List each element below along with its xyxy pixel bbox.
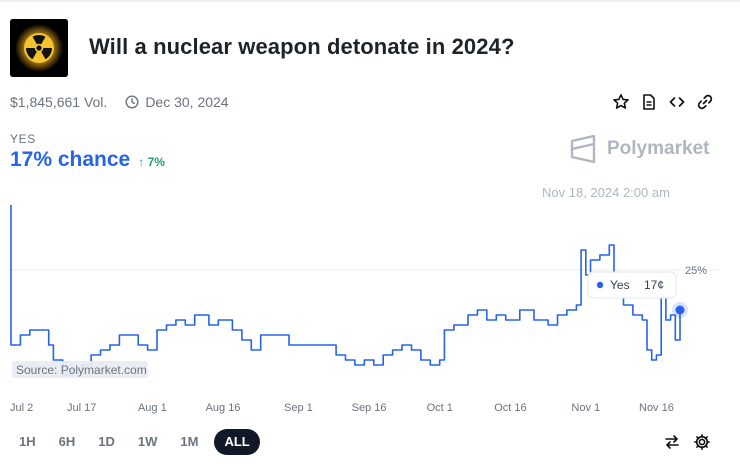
x-tick-label: Aug 16	[206, 402, 241, 414]
range-1m[interactable]: 1M	[180, 434, 199, 449]
chance-change: ↑ 7%	[138, 155, 165, 169]
series-line-yes	[10, 205, 681, 376]
document-icon[interactable]	[640, 93, 658, 111]
swap-icon[interactable]	[663, 433, 681, 451]
time-range-selector: 1H 6H 1D 1W 1M ALL	[12, 429, 269, 455]
range-all[interactable]: ALL	[214, 429, 260, 455]
link-icon[interactable]	[696, 93, 714, 111]
embed-icon[interactable]	[668, 93, 686, 111]
polymarket-logo: Polymarket	[570, 135, 709, 163]
top-divider	[0, 0, 740, 2]
volume-text: $1,845,661 Vol.	[10, 94, 108, 110]
settings-gear-icon[interactable]	[693, 433, 711, 451]
radiation-icon	[10, 19, 68, 77]
x-tick-label: Sep 16	[352, 402, 387, 414]
polymarket-logo-icon	[570, 135, 596, 163]
price-chart[interactable]: 25% Jul 2 Jul 17 Aug 1 Aug 16 Sep 1 Sep 16 Oct…	[0, 195, 740, 420]
source-label: Source: Polymarket.com	[12, 361, 148, 378]
x-tick-label: Nov 16	[639, 402, 674, 414]
brand-name: Polymarket	[607, 138, 710, 159]
x-tick-label: Jul 17	[67, 402, 96, 414]
chance-row: 17% chance ↑ 7%	[10, 148, 165, 172]
y-tick-label: 25%	[685, 265, 707, 277]
x-tick-label: Sep 1	[284, 402, 313, 414]
x-tick-label: Jul 2	[10, 402, 33, 414]
chart-tooltip	[587, 271, 677, 299]
range-6h[interactable]: 6H	[58, 434, 76, 449]
market-actions	[612, 93, 714, 111]
outcome-label: YES	[10, 132, 36, 146]
market-meta: $1,845,661 Vol. Dec 30, 2024	[10, 94, 229, 110]
endpoint-marker	[675, 305, 685, 315]
x-tick-label: Nov 1	[571, 402, 600, 414]
source-text: Source: Polymarket.com	[16, 363, 147, 377]
x-tick-label: Oct 16	[494, 402, 526, 414]
market-title: Will a nuclear weapon detonate in 2024?	[89, 34, 515, 59]
tooltip-value: 17¢	[644, 278, 664, 292]
x-tick-label: Aug 1	[138, 402, 167, 414]
chart-controls	[663, 433, 711, 451]
end-date-text: Dec 30, 2024	[145, 94, 229, 110]
tooltip-dot	[596, 281, 604, 289]
chance-value: 17% chance	[10, 148, 131, 171]
x-tick-label: Oct 1	[427, 402, 453, 414]
range-1d[interactable]: 1D	[98, 434, 115, 449]
hover-date: Nov 18, 2024 2:00 am	[542, 185, 670, 200]
end-date: Dec 30, 2024	[125, 94, 229, 110]
clock-icon	[125, 95, 139, 109]
range-1h[interactable]: 1H	[19, 434, 36, 449]
range-1w[interactable]: 1W	[137, 434, 158, 449]
tooltip-label: Yes	[610, 278, 630, 292]
star-icon[interactable]	[612, 93, 630, 111]
